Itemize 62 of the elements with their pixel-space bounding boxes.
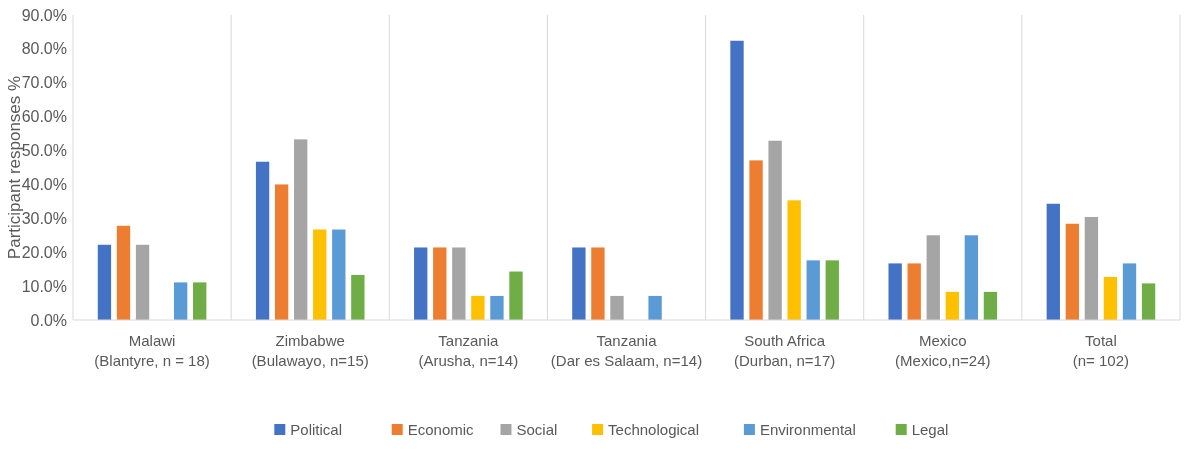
bar [135,244,150,320]
bar [591,247,605,320]
bar [193,282,207,320]
bar [471,295,485,320]
bar [749,160,763,320]
y-tick-label: 0.0% [30,311,67,329]
bar [1141,283,1156,320]
bar [173,282,188,320]
y-tick-label: 70.0% [21,74,67,92]
bar [1084,216,1099,320]
bar [97,244,112,320]
bar [1122,263,1137,320]
x-tick-label: Tanzania (Dar es Salaam, n=14) [550,332,703,369]
y-axis-title: Participant responses % [5,75,24,260]
bar [888,263,902,320]
bar [787,200,801,320]
bar [1065,223,1080,320]
bar [945,291,959,320]
y-tick-label: 40.0% [21,176,67,194]
bar [983,291,998,320]
x-tick-label: Malawi (Blantyre, n = 18) [94,332,210,369]
x-tick-label: Tanzania (Arusha, n=14) [418,332,519,369]
bar [907,263,921,320]
x-tick-label: Zimbabwe (Bulawayo, n=15) [251,332,369,369]
bar [825,260,839,320]
bar [351,274,365,320]
bar [806,260,820,320]
bar [274,184,289,320]
y-tick-label: 10.0% [21,277,67,295]
bar [332,229,346,320]
bar [572,247,586,320]
bar [730,40,744,320]
bar [610,295,624,320]
bar [294,139,308,320]
bar [1046,203,1060,320]
legend-label: Legal [911,421,949,438]
bar [116,225,131,320]
y-tick-label: 20.0% [21,243,67,261]
legend-label: Political [290,421,342,438]
y-tick-label: 50.0% [21,142,67,160]
bar [433,247,447,320]
x-tick-label: Total (n= 102) [1072,332,1130,369]
bar [490,295,504,320]
bar [255,161,270,320]
y-tick-label: 80.0% [21,40,67,58]
bar [926,235,940,320]
x-tick-label: Mexico (Mexico,n=24) [895,332,991,369]
y-tick-label: 90.0% [21,6,67,24]
bar [509,271,523,320]
bar [313,229,327,320]
bar [1103,276,1118,320]
bar [964,235,979,320]
legend-label: Social [516,421,558,438]
bar [414,247,428,320]
legend-label: Technological [608,421,700,438]
legend-label: Environmental [759,421,856,438]
bar [648,295,662,320]
legend-label: Economic [407,421,475,438]
y-tick-label: 60.0% [21,108,67,126]
bar [768,140,782,320]
bar [452,247,466,320]
x-tick-label: South Africa (Durban, n=17) [733,332,836,369]
